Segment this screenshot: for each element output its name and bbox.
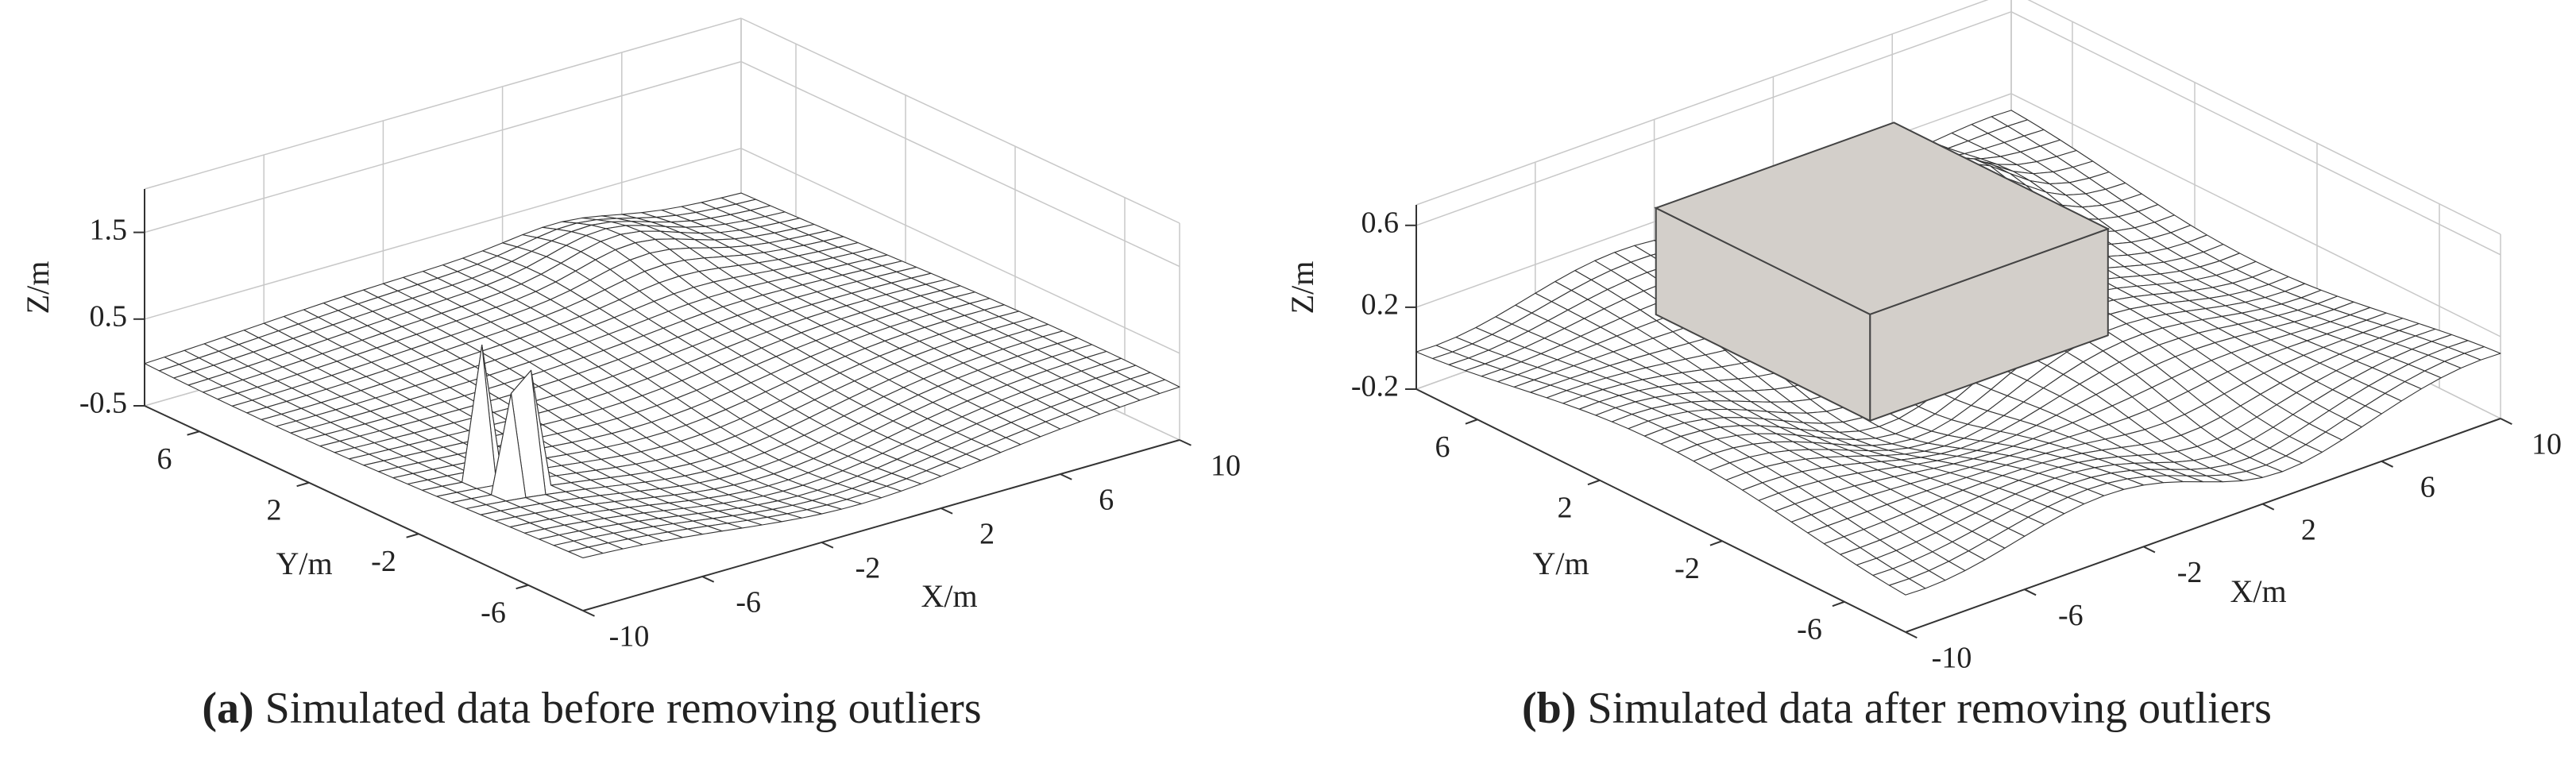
y-tick-label: 2 bbox=[1558, 491, 1573, 524]
y-tick bbox=[1832, 600, 1845, 608]
y-tick-label: -2 bbox=[1674, 552, 1700, 585]
x-tick-label: 6 bbox=[2420, 471, 2435, 504]
x-tick-label: -10 bbox=[1932, 642, 1972, 675]
y-tick bbox=[516, 584, 529, 590]
chart: -10 -6 -2 2 6 10 -6 -2 2 6 -0.2 0.2 0.6 Z/m Y/m X/m (b) … bbox=[1284, 0, 2562, 733]
x-tick bbox=[940, 507, 953, 515]
wall-edge bbox=[1415, 0, 1989, 206]
wall-edge bbox=[144, 17, 742, 190]
caption-label: (b) bbox=[1522, 684, 1576, 733]
caption-text: Simulated data before removing outliers bbox=[254, 684, 982, 733]
x-tick bbox=[2381, 460, 2393, 468]
y-tick bbox=[406, 533, 419, 538]
y-tick-label: -2 bbox=[371, 545, 396, 578]
mesh-cell bbox=[1888, 578, 1926, 596]
x-tick-label: 10 bbox=[1211, 449, 1241, 483]
x-tick bbox=[701, 576, 715, 583]
y-tick-label: 2 bbox=[267, 493, 282, 527]
wall-edge bbox=[2027, 0, 2501, 235]
y-tick bbox=[1465, 419, 1478, 425]
x-tick-label: 2 bbox=[979, 518, 994, 551]
x-tick bbox=[2500, 418, 2512, 426]
grid-line bbox=[144, 148, 742, 320]
x-tick bbox=[2143, 546, 2156, 554]
grid-line bbox=[2010, 11, 2501, 256]
z-axis-label: Z/m bbox=[1284, 261, 1320, 314]
x-tick bbox=[821, 542, 834, 549]
wall-edge bbox=[740, 17, 1180, 224]
x-axis-label: X/m bbox=[921, 578, 977, 614]
x-tick-label: 2 bbox=[2301, 513, 2316, 546]
x-tick bbox=[1060, 473, 1072, 480]
z-tick-label: -0.2 bbox=[1351, 370, 1399, 403]
chart: -10 -6 -2 2 6 10 -6 -2 2 6 -0.5 0.5 1.5 Z/m Y/m X/m (a) … bbox=[20, 17, 1241, 733]
x-tick-label: 10 bbox=[2532, 428, 2562, 461]
x-tick bbox=[1179, 439, 1191, 446]
x-axis bbox=[582, 439, 1180, 611]
box-face bbox=[1654, 122, 2111, 315]
caption: (a) Simulated data before removing outli… bbox=[202, 684, 981, 733]
x-tick bbox=[2261, 503, 2275, 511]
grid-line bbox=[740, 148, 1180, 354]
x-tick-label: 6 bbox=[1099, 484, 1114, 517]
y-tick-label: -6 bbox=[481, 596, 506, 629]
x-axis-label: X/m bbox=[2230, 573, 2286, 609]
y-tick bbox=[1587, 479, 1601, 486]
grid-line bbox=[144, 60, 742, 233]
y-tick bbox=[296, 481, 310, 488]
y-axis bbox=[1415, 388, 1906, 633]
x-tick-label: -6 bbox=[736, 586, 761, 619]
y-tick bbox=[187, 430, 200, 436]
y-axis bbox=[144, 405, 584, 611]
surface-mesh bbox=[144, 192, 1180, 559]
caption-text: Simulated data after removing outliers bbox=[1576, 684, 2272, 733]
y-tick-label: 6 bbox=[157, 442, 172, 476]
x-tick bbox=[1905, 631, 1918, 639]
y-tick-label: 6 bbox=[1435, 430, 1450, 464]
mesh-cell bbox=[568, 546, 604, 559]
z-axis-label: Z/m bbox=[20, 261, 56, 314]
z-tick-label: 0.5 bbox=[90, 300, 128, 334]
x-tick-label: -2 bbox=[855, 552, 881, 585]
grid-line bbox=[2010, 93, 2501, 338]
x-axis bbox=[1905, 418, 2501, 633]
caption: (b) Simulated data after removing outlie… bbox=[1522, 684, 2272, 733]
z-tick-label: -0.5 bbox=[79, 387, 127, 420]
y-axis-label: Y/m bbox=[276, 546, 332, 581]
z-tick-label: 1.5 bbox=[90, 213, 128, 246]
x-tick-label: -2 bbox=[2177, 556, 2203, 589]
y-axis-label: Y/m bbox=[1532, 546, 1589, 581]
x-tick-label: -10 bbox=[609, 620, 650, 654]
y-tick bbox=[1709, 540, 1723, 546]
caption-label: (a) bbox=[202, 684, 253, 733]
x-tick bbox=[2024, 588, 2037, 596]
grid-line bbox=[740, 60, 1180, 268]
x-tick-label: -6 bbox=[2058, 599, 2084, 632]
y-tick-label: -6 bbox=[1797, 612, 1822, 646]
grid-line bbox=[1415, 11, 2012, 226]
x-tick bbox=[582, 610, 595, 617]
z-tick-label: 0.2 bbox=[1361, 288, 1400, 322]
z-tick-label: 0.6 bbox=[1361, 206, 1400, 239]
